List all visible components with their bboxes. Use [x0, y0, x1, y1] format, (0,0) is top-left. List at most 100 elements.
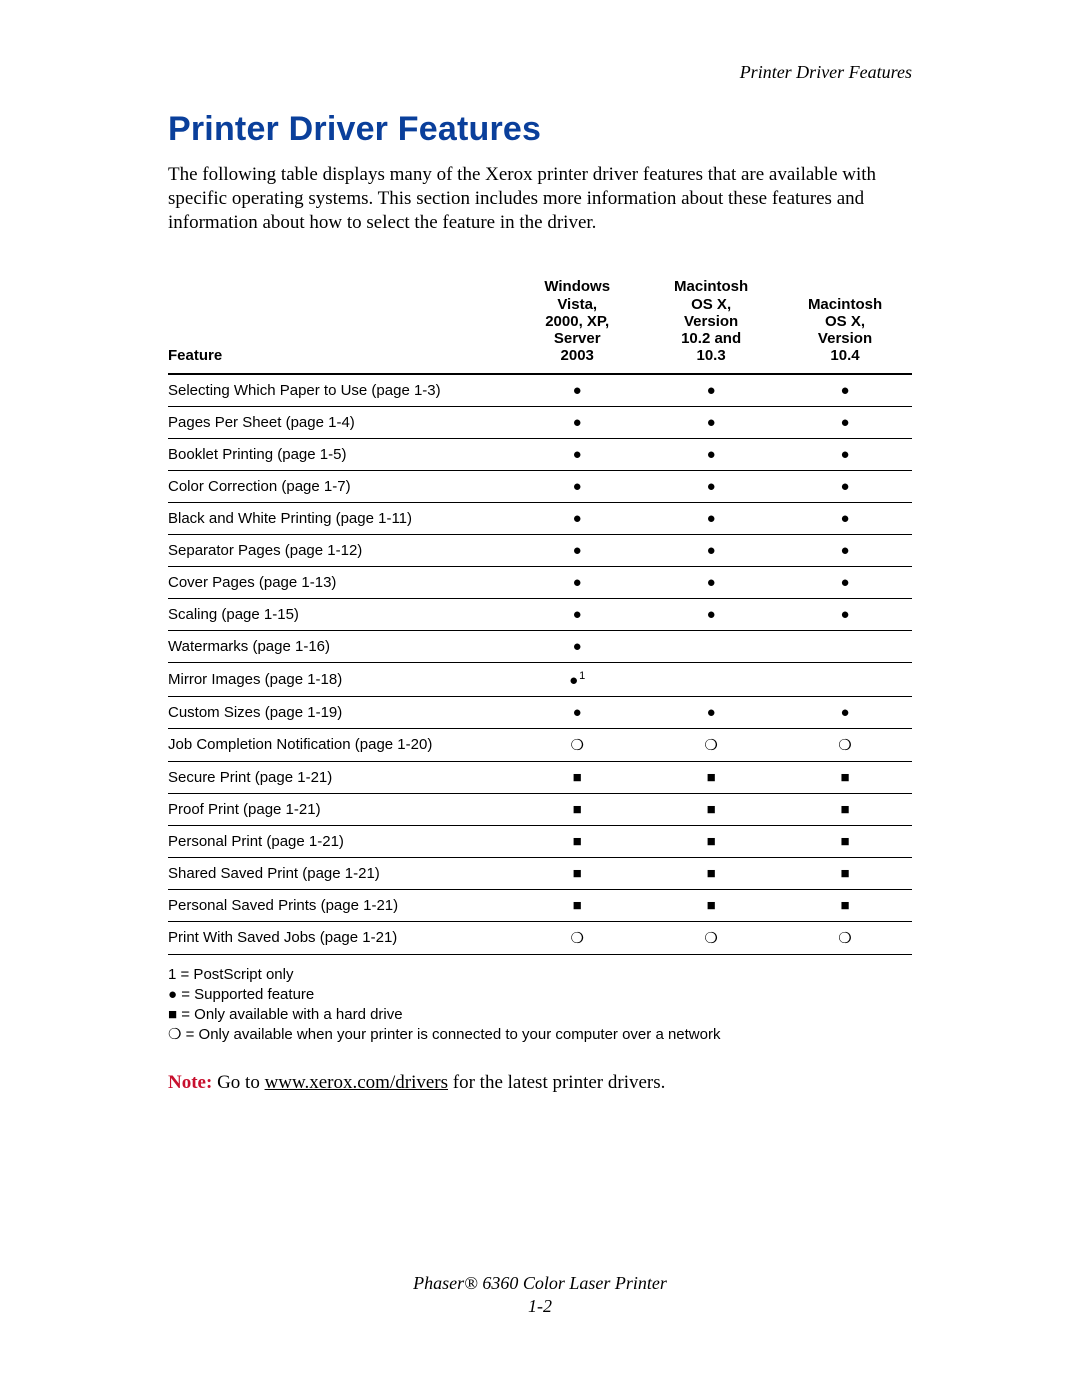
mark-cell [778, 793, 912, 825]
mark-cell [510, 598, 644, 630]
mark-cell [644, 406, 778, 438]
ring-icon [704, 736, 717, 754]
square-icon [841, 865, 850, 882]
table-row: Cover Pages (page 1-13) [168, 566, 912, 598]
mark-cell [644, 502, 778, 534]
dot-icon [573, 478, 582, 495]
mark-cell [778, 502, 912, 534]
table-row: Watermarks (page 1-16) [168, 630, 912, 662]
mark-cell [778, 728, 912, 761]
mark-cell [778, 406, 912, 438]
feature-cell: Personal Print (page 1-21) [168, 825, 510, 857]
feature-cell: Proof Print (page 1-21) [168, 793, 510, 825]
feature-cell: Personal Saved Prints (page 1-21) [168, 889, 510, 921]
mark-cell [510, 534, 644, 566]
mark-cell [510, 857, 644, 889]
mark-cell: 1 [510, 662, 644, 696]
mark-cell [510, 761, 644, 793]
feature-cell: Mirror Images (page 1-18) [168, 662, 510, 696]
mark-cell [778, 630, 912, 662]
note-line: Note: Go to www.xerox.com/drivers for th… [168, 1072, 912, 1094]
feature-cell: Color Correction (page 1-7) [168, 470, 510, 502]
ring-icon [838, 929, 851, 947]
ring-icon [570, 929, 583, 947]
feature-cell: Selecting Which Paper to Use (page 1-3) [168, 374, 510, 407]
feature-cell: Cover Pages (page 1-13) [168, 566, 510, 598]
mark-cell [778, 662, 912, 696]
table-row: Personal Saved Prints (page 1-21) [168, 889, 912, 921]
mark-cell [778, 889, 912, 921]
feature-cell: Shared Saved Print (page 1-21) [168, 857, 510, 889]
col-header-mac-10-4: Macintosh OS X, Version 10.4 [778, 278, 912, 373]
mark-cell [778, 598, 912, 630]
mark-cell [510, 889, 644, 921]
dot-icon [573, 606, 582, 623]
table-row: Scaling (page 1-15) [168, 598, 912, 630]
mark-cell [510, 438, 644, 470]
dot-icon [573, 510, 582, 527]
page-footer: Phaser® 6360 Color Laser Printer 1-2 [0, 1273, 1080, 1317]
dot-icon [573, 414, 582, 431]
square-icon [707, 897, 716, 914]
square-icon [573, 897, 582, 914]
table-row: Secure Print (page 1-21) [168, 761, 912, 793]
mark-cell [644, 921, 778, 954]
mark-cell [778, 825, 912, 857]
document-page: Printer Driver Features Printer Driver F… [0, 0, 1080, 1397]
feature-cell: Watermarks (page 1-16) [168, 630, 510, 662]
ring-icon [570, 736, 583, 754]
feature-cell: Print With Saved Jobs (page 1-21) [168, 921, 510, 954]
table-row: Pages Per Sheet (page 1-4) [168, 406, 912, 438]
square-icon [707, 769, 716, 786]
dot-icon [707, 704, 716, 721]
note-text-before: Go to [212, 1072, 264, 1093]
dot-icon [707, 542, 716, 559]
mark-cell [644, 696, 778, 728]
mark-cell [778, 438, 912, 470]
intro-paragraph: The following table displays many of the… [168, 163, 912, 234]
mark-cell [644, 598, 778, 630]
mark-cell [644, 630, 778, 662]
note-text-after: for the latest printer drivers. [448, 1072, 665, 1093]
table-row: Color Correction (page 1-7) [168, 470, 912, 502]
table-header-row: Feature Windows Vista, 2000, XP, Server … [168, 278, 912, 373]
table-row: Selecting Which Paper to Use (page 1-3) [168, 374, 912, 407]
ring-icon [838, 736, 851, 754]
square-icon [573, 801, 582, 818]
drivers-link[interactable]: www.xerox.com/drivers [265, 1072, 448, 1093]
dot-icon [841, 574, 850, 591]
footer-product: Phaser® 6360 Color Laser Printer [0, 1273, 1080, 1294]
feature-cell: Secure Print (page 1-21) [168, 761, 510, 793]
dot-icon [707, 574, 716, 591]
mark-cell [510, 630, 644, 662]
table-row: Custom Sizes (page 1-19) [168, 696, 912, 728]
dot-icon [841, 446, 850, 463]
col-header-windows: Windows Vista, 2000, XP, Server 2003 [510, 278, 644, 373]
mark-cell [510, 825, 644, 857]
mark-cell [644, 566, 778, 598]
mark-cell [510, 921, 644, 954]
mark-cell [778, 374, 912, 407]
feature-cell: Custom Sizes (page 1-19) [168, 696, 510, 728]
table-legend: 1 = PostScript only ● = Supported featur… [168, 965, 912, 1046]
mark-cell [510, 566, 644, 598]
dot-icon [707, 382, 716, 399]
mark-cell [778, 470, 912, 502]
dot-icon [573, 638, 582, 655]
mark-cell [644, 761, 778, 793]
square-icon [573, 833, 582, 850]
footer-page-number: 1-2 [0, 1296, 1080, 1317]
square-icon [841, 801, 850, 818]
mark-cell [644, 374, 778, 407]
square-icon [707, 865, 716, 882]
dot-icon [707, 606, 716, 623]
dot-icon [707, 414, 716, 431]
col-header-feature: Feature [168, 278, 510, 373]
mark-cell [644, 825, 778, 857]
square-icon [841, 769, 850, 786]
mark-cell [778, 696, 912, 728]
feature-cell: Separator Pages (page 1-12) [168, 534, 510, 566]
table-row: Mirror Images (page 1-18)1 [168, 662, 912, 696]
dot-icon [841, 414, 850, 431]
mark-cell [644, 662, 778, 696]
